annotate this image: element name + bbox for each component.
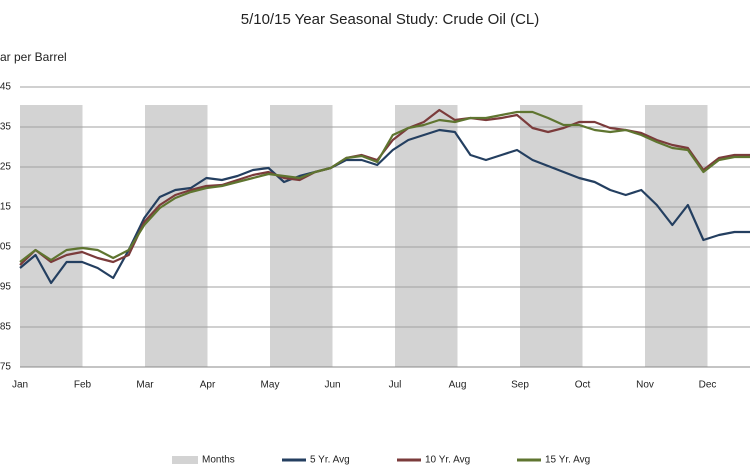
- month-band: [20, 105, 83, 367]
- x-tick-label: Mar: [136, 380, 154, 391]
- x-tick-label: Jan: [12, 380, 28, 391]
- x-tick-label: Sep: [511, 380, 529, 391]
- y-tick-label: 35: [0, 122, 11, 133]
- x-tick-label: Feb: [74, 380, 92, 391]
- legend-label: 5 Yr. Avg: [310, 455, 350, 466]
- x-tick-label: Nov: [636, 380, 654, 391]
- legend-label: 15 Yr. Avg: [545, 455, 590, 466]
- y-tick-label: 45: [0, 82, 11, 93]
- series-line: [19, 110, 750, 263]
- chart-title: 5/10/15 Year Seasonal Study: Crude Oil (…: [241, 11, 540, 28]
- series-line: [19, 108, 750, 266]
- month-band: [270, 105, 333, 367]
- legend-label: 10 Yr. Avg: [425, 455, 470, 466]
- y-tick-label: 05: [0, 242, 11, 253]
- y-tick-label: 95: [0, 282, 11, 293]
- x-tick-label: May: [261, 380, 280, 391]
- y-tick-label: 85: [0, 322, 11, 333]
- x-tick-label: Jul: [389, 380, 402, 391]
- y-tick-label: 75: [0, 362, 11, 373]
- legend-label: Months: [202, 455, 235, 466]
- x-tick-label: Apr: [200, 380, 216, 391]
- x-tick-label: Oct: [575, 380, 591, 391]
- month-band: [395, 105, 458, 367]
- y-tick-label: 15: [0, 202, 11, 213]
- x-tick-label: Jun: [324, 380, 340, 391]
- y-tick-label: 25: [0, 162, 11, 173]
- legend-swatch: [172, 456, 198, 464]
- x-tick-label: Dec: [699, 380, 717, 391]
- x-tick-label: Aug: [449, 380, 467, 391]
- month-band: [520, 105, 583, 367]
- month-band: [645, 105, 708, 367]
- y-axis-label: ar per Barrel: [0, 50, 67, 64]
- series-line: [19, 128, 750, 285]
- month-band: [145, 105, 208, 367]
